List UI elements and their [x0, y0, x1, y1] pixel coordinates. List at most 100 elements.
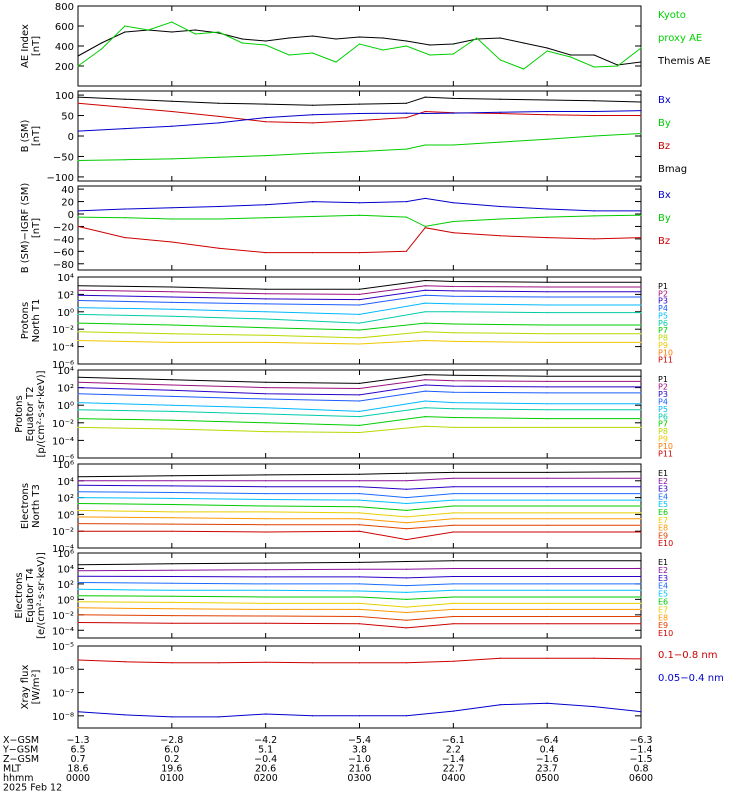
series-line: [77, 416, 641, 426]
data-point: [546, 560, 548, 562]
x-row-value: 6.5: [70, 745, 85, 756]
data-point: [124, 208, 126, 210]
data-point: [171, 716, 173, 718]
data-point: [77, 711, 79, 713]
data-point: [171, 608, 173, 610]
x-row-label: Y−GSM: [2, 745, 38, 756]
data-point: [640, 237, 642, 239]
series-group-pe: [77, 374, 642, 434]
data-point: [424, 400, 426, 402]
legend-entry: P7: [658, 326, 668, 335]
series-line: [77, 595, 641, 600]
legend-entry: E2: [658, 566, 668, 575]
data-point: [546, 380, 548, 382]
data-point: [452, 232, 454, 234]
series-line: [77, 331, 641, 339]
data-point: [288, 37, 290, 39]
data-point: [424, 112, 426, 115]
series-group-ee: [77, 560, 642, 629]
data-point: [77, 607, 79, 609]
data-point: [570, 54, 572, 56]
x-row-value: 20.6: [255, 764, 276, 775]
data-point: [358, 304, 361, 306]
y-axis-label: AE Index: [20, 24, 31, 68]
data-point: [546, 524, 548, 526]
data-point: [424, 197, 426, 199]
data-point: [171, 475, 173, 477]
data-point: [640, 499, 642, 501]
x-row-value: 19.6: [161, 764, 182, 775]
series-line: [77, 289, 641, 301]
data-point: [358, 400, 361, 402]
data-point: [640, 623, 642, 625]
data-point: [171, 582, 173, 584]
data-point: [640, 524, 642, 526]
series-line: [77, 622, 641, 629]
data-point: [265, 431, 267, 433]
data-point: [546, 657, 548, 659]
data-point: [265, 117, 267, 119]
x-row-value: 23.7: [537, 764, 558, 775]
data-point: [171, 158, 173, 160]
data-point: [452, 623, 454, 625]
data-point: [77, 523, 79, 525]
data-point: [265, 327, 267, 329]
data-point: [405, 611, 407, 614]
series-line: [77, 607, 641, 614]
data-point: [77, 575, 79, 577]
y-tick-label: 10⁻⁴: [52, 626, 74, 637]
data-point: [171, 207, 173, 209]
x-row-value: 0100: [160, 773, 184, 784]
legend-entry: 0.1−0.8 nm: [658, 650, 717, 661]
data-point: [640, 531, 642, 533]
data-point: [77, 516, 79, 518]
data-point: [546, 615, 548, 618]
legend-entry: P4: [658, 304, 668, 313]
data-point: [77, 381, 79, 383]
legend-entry: E6: [658, 598, 668, 607]
data-point: [452, 97, 454, 99]
x-row-label: Z−GSM: [3, 754, 39, 765]
data-point: [452, 477, 454, 479]
data-point: [77, 307, 79, 309]
data-point: [546, 99, 548, 101]
data-point: [452, 290, 454, 292]
data-point: [358, 337, 361, 339]
data-point: [546, 486, 548, 488]
data-point: [640, 658, 642, 660]
data-point: [424, 374, 426, 376]
series-line: [77, 214, 642, 227]
x-row-value: 0.7: [70, 754, 85, 765]
legend-entry: E6: [658, 508, 668, 517]
data-point: [546, 304, 548, 306]
data-point: [77, 402, 79, 404]
data-point: [546, 623, 548, 625]
y-axis-label: Protons: [20, 302, 31, 339]
data-point: [265, 40, 267, 42]
x-row-value: 0500: [535, 773, 559, 784]
data-point: [452, 385, 454, 387]
data-point: [77, 159, 79, 162]
data-point: [546, 375, 548, 377]
data-point: [124, 237, 126, 239]
x-row-value: −6.4: [536, 735, 559, 746]
data-point: [171, 333, 173, 335]
data-point: [546, 386, 548, 388]
data-point: [405, 112, 407, 114]
data-point: [265, 381, 267, 383]
data-point: [171, 615, 173, 617]
data-point: [640, 392, 642, 394]
data-point: [405, 585, 407, 587]
data-point: [640, 575, 642, 578]
data-point: [265, 569, 267, 571]
data-point: [77, 225, 79, 227]
data-point: [312, 52, 314, 54]
data-point: [77, 621, 79, 624]
data-point: [424, 416, 426, 418]
data-point: [265, 387, 267, 389]
series-line: [77, 225, 642, 254]
data-point: [77, 299, 79, 302]
data-point: [171, 497, 173, 499]
data-point: [523, 42, 525, 44]
